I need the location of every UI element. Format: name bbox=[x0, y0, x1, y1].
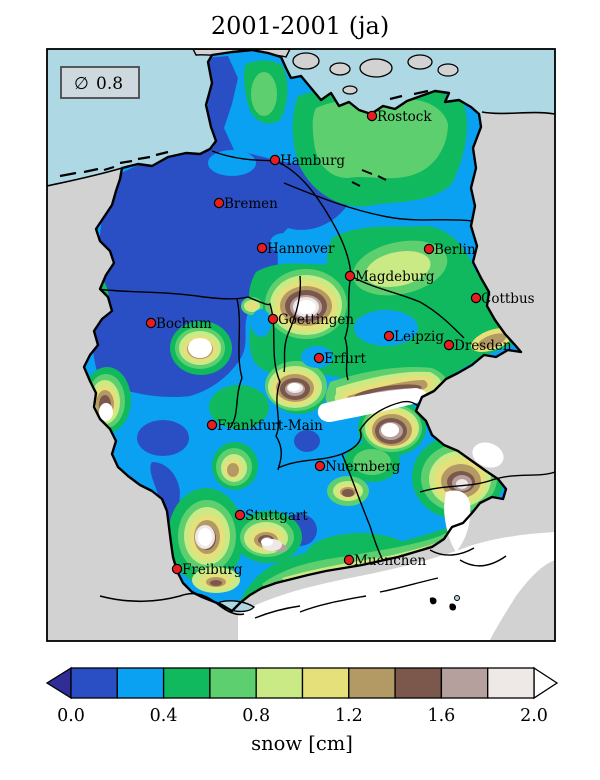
coastal-islands bbox=[59, 89, 429, 178]
city-label: Leipzig bbox=[394, 329, 444, 345]
city-bochum: Bochum bbox=[145, 316, 212, 332]
city-label: Hannover bbox=[267, 241, 335, 257]
city-dot bbox=[314, 460, 326, 472]
city-rostock: Rostock bbox=[366, 109, 432, 125]
city-hannover: Hannover bbox=[256, 241, 335, 257]
average-box: ∅ 0.8 bbox=[60, 66, 140, 99]
city-leipzig: Leipzig bbox=[383, 329, 444, 345]
colorbar-under-arrow bbox=[45, 666, 72, 700]
city-label: Goettingen bbox=[278, 312, 354, 328]
city-label: Freiburg bbox=[182, 562, 243, 578]
colorbar-title: snow [cm] bbox=[251, 732, 353, 755]
colorbar: 0.0 0.4 0.8 1.2 1.6 2.0 snow [cm] bbox=[45, 666, 559, 755]
figure-title: 2001-2001 (ja) bbox=[211, 12, 389, 40]
city-dot bbox=[366, 110, 378, 122]
city-label: Muenchen bbox=[354, 553, 426, 569]
tick-label: 0.0 bbox=[57, 706, 85, 726]
city-dot bbox=[470, 292, 482, 304]
city-dot bbox=[256, 242, 268, 254]
city-label: Cottbus bbox=[481, 291, 535, 307]
city-label: Erfurt bbox=[324, 351, 366, 367]
average-symbol: ∅ bbox=[74, 74, 89, 94]
city-markers: Rostock Hamburg Bremen Hannover Berlin M… bbox=[145, 109, 535, 578]
city-label: Nuernberg bbox=[325, 459, 401, 475]
city-dot bbox=[267, 313, 279, 325]
city-goettingen: Goettingen bbox=[267, 312, 354, 328]
city-label: Bremen bbox=[224, 196, 278, 212]
city-label: Hamburg bbox=[280, 153, 345, 169]
colorbar-segments bbox=[70, 667, 535, 699]
city-label: Berlin bbox=[434, 242, 476, 258]
city-magdeburg: Magdeburg bbox=[344, 269, 435, 285]
city-label: Rostock bbox=[377, 109, 432, 125]
city-dot bbox=[313, 352, 325, 364]
city-dot bbox=[269, 154, 281, 166]
city-freiburg: Freiburg bbox=[171, 562, 243, 578]
city-dresden: Dresden bbox=[443, 338, 512, 354]
city-hamburg: Hamburg bbox=[269, 153, 345, 169]
city-dot bbox=[423, 243, 435, 255]
city-dot bbox=[344, 270, 356, 282]
city-cottbus: Cottbus bbox=[470, 291, 535, 307]
map-frame bbox=[46, 48, 556, 642]
state-borders bbox=[95, 150, 473, 571]
city-dot bbox=[383, 330, 395, 342]
coastlines bbox=[47, 89, 555, 187]
map-area: Rostock Hamburg Bremen Hannover Berlin M… bbox=[47, 49, 555, 641]
city-label: Frankfurt-Main bbox=[217, 418, 323, 434]
city-dot bbox=[206, 419, 218, 431]
tick-label: 0.8 bbox=[242, 706, 270, 726]
city-label: Bochum bbox=[156, 316, 212, 332]
average-value: 0.8 bbox=[96, 74, 123, 94]
colorbar-over-arrow bbox=[533, 666, 559, 700]
contour-level-0 bbox=[92, 56, 352, 572]
city-frankfurt-main: Frankfurt-Main bbox=[206, 418, 323, 434]
mecklenburg-lakes bbox=[351, 169, 387, 187]
city-dot bbox=[171, 563, 183, 575]
city-dot bbox=[213, 197, 225, 209]
city-muenchen: Muenchen bbox=[343, 553, 426, 569]
city-nuernberg: Nuernberg bbox=[314, 459, 401, 475]
colorbar-tick-labels: 0.0 0.4 0.8 1.2 1.6 2.0 bbox=[57, 706, 548, 726]
city-label: Magdeburg bbox=[355, 269, 435, 285]
city-dot bbox=[145, 317, 157, 329]
tick-label: 1.2 bbox=[335, 706, 363, 726]
city-berlin: Berlin bbox=[423, 242, 476, 258]
tick-label: 2.0 bbox=[520, 706, 548, 726]
city-dot bbox=[234, 509, 246, 521]
germany-border bbox=[82, 49, 523, 613]
denmark-land bbox=[192, 49, 459, 95]
city-label: Stuttgart bbox=[245, 508, 308, 524]
city-dot bbox=[443, 339, 455, 351]
tick-label: 1.6 bbox=[427, 706, 455, 726]
contour-fill-layers bbox=[84, 50, 521, 611]
alps-snow-field bbox=[238, 442, 555, 640]
city-erfurt: Erfurt bbox=[313, 351, 366, 367]
city-label: Dresden bbox=[454, 338, 512, 354]
contour-level-9 bbox=[99, 297, 468, 551]
city-dot bbox=[343, 554, 355, 566]
city-bremen: Bremen bbox=[213, 196, 278, 212]
tick-label: 0.4 bbox=[150, 706, 178, 726]
city-stuttgart: Stuttgart bbox=[234, 508, 308, 524]
